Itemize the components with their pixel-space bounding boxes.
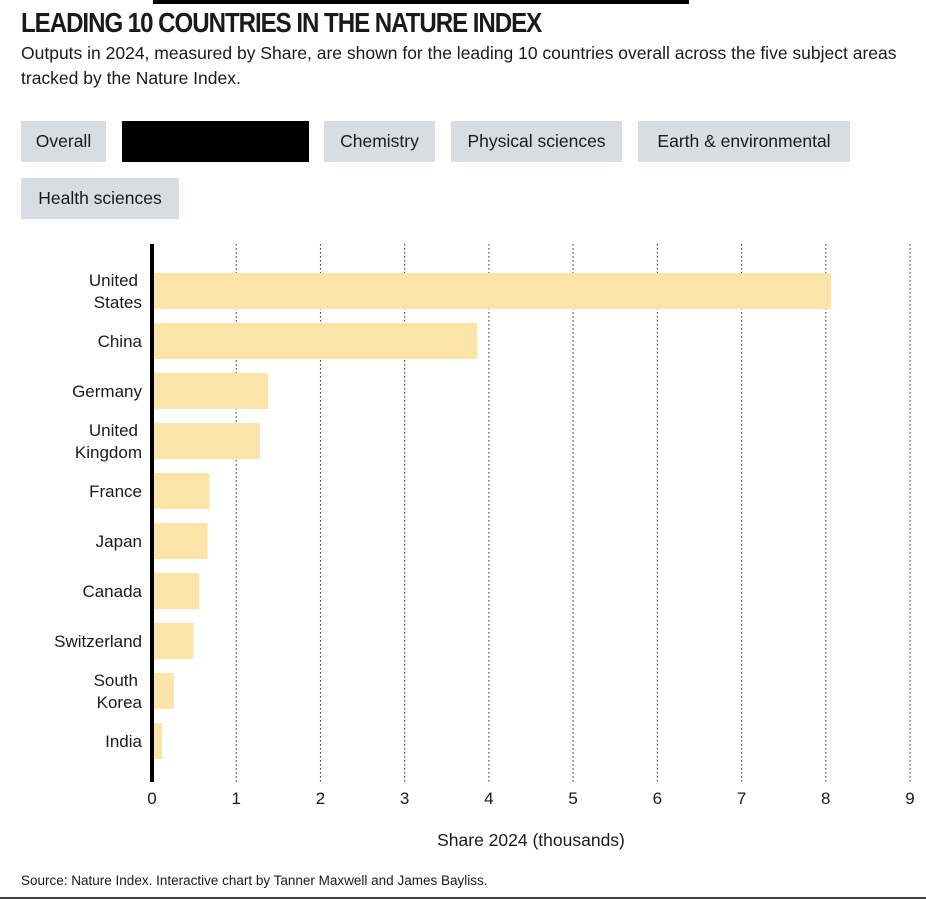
bar <box>152 473 210 509</box>
x-axis-label: Share 2024 (thousands) <box>437 830 625 850</box>
x-tick-label: 9 <box>905 789 914 808</box>
tab-health-sciences[interactable]: Health sciences <box>21 178 179 219</box>
bar-chart: 0 1 2 3 4 5 6 7 8 9 United States China Germany United… <box>54 244 915 850</box>
source-note: Source: Nature Index. Interactive chart … <box>21 873 488 888</box>
bar <box>152 573 200 609</box>
bar <box>152 273 831 309</box>
category-label: Switzerland <box>54 632 142 651</box>
category-label: United States <box>89 271 142 312</box>
page-title: LEADING 10 COUNTRIES IN THE NATURE INDEX <box>21 7 542 38</box>
category-label: South Korea <box>94 671 143 712</box>
tab-overall[interactable]: Overall <box>21 121 106 162</box>
bar <box>152 423 260 459</box>
x-tick-label: 6 <box>653 789 662 808</box>
category-label: United Kingdom <box>75 421 142 462</box>
x-tick-label: 4 <box>484 789 493 808</box>
bar <box>152 623 194 659</box>
tab-earth-environmental[interactable]: Earth & environmental <box>638 121 850 162</box>
x-tick-label: 0 <box>147 789 156 808</box>
category-label: France <box>89 482 142 501</box>
top-rule <box>153 0 689 4</box>
tab-physical-sciences[interactable]: Physical sciences <box>451 121 622 162</box>
bar <box>152 373 269 409</box>
category-label: Canada <box>82 582 142 601</box>
category-label: China <box>98 332 143 351</box>
x-tick-label: 3 <box>400 789 409 808</box>
category-label: Japan <box>96 532 142 551</box>
x-tick-label: 1 <box>231 789 240 808</box>
bar <box>152 673 174 709</box>
category-label: Germany <box>72 382 142 401</box>
bar <box>152 323 478 359</box>
tab-redacted[interactable] <box>122 121 309 162</box>
bar <box>152 723 163 759</box>
bar <box>152 523 208 559</box>
page-subtitle: Outputs in 2024, measured by Share, are … <box>21 43 897 88</box>
tab-chemistry[interactable]: Chemistry <box>324 121 435 162</box>
category-label: India <box>105 732 142 751</box>
x-tick-label: 2 <box>316 789 325 808</box>
x-tick-label: 5 <box>568 789 577 808</box>
bottom-rule <box>0 897 926 899</box>
x-tick-label: 7 <box>737 789 746 808</box>
x-tick-label: 8 <box>821 789 830 808</box>
